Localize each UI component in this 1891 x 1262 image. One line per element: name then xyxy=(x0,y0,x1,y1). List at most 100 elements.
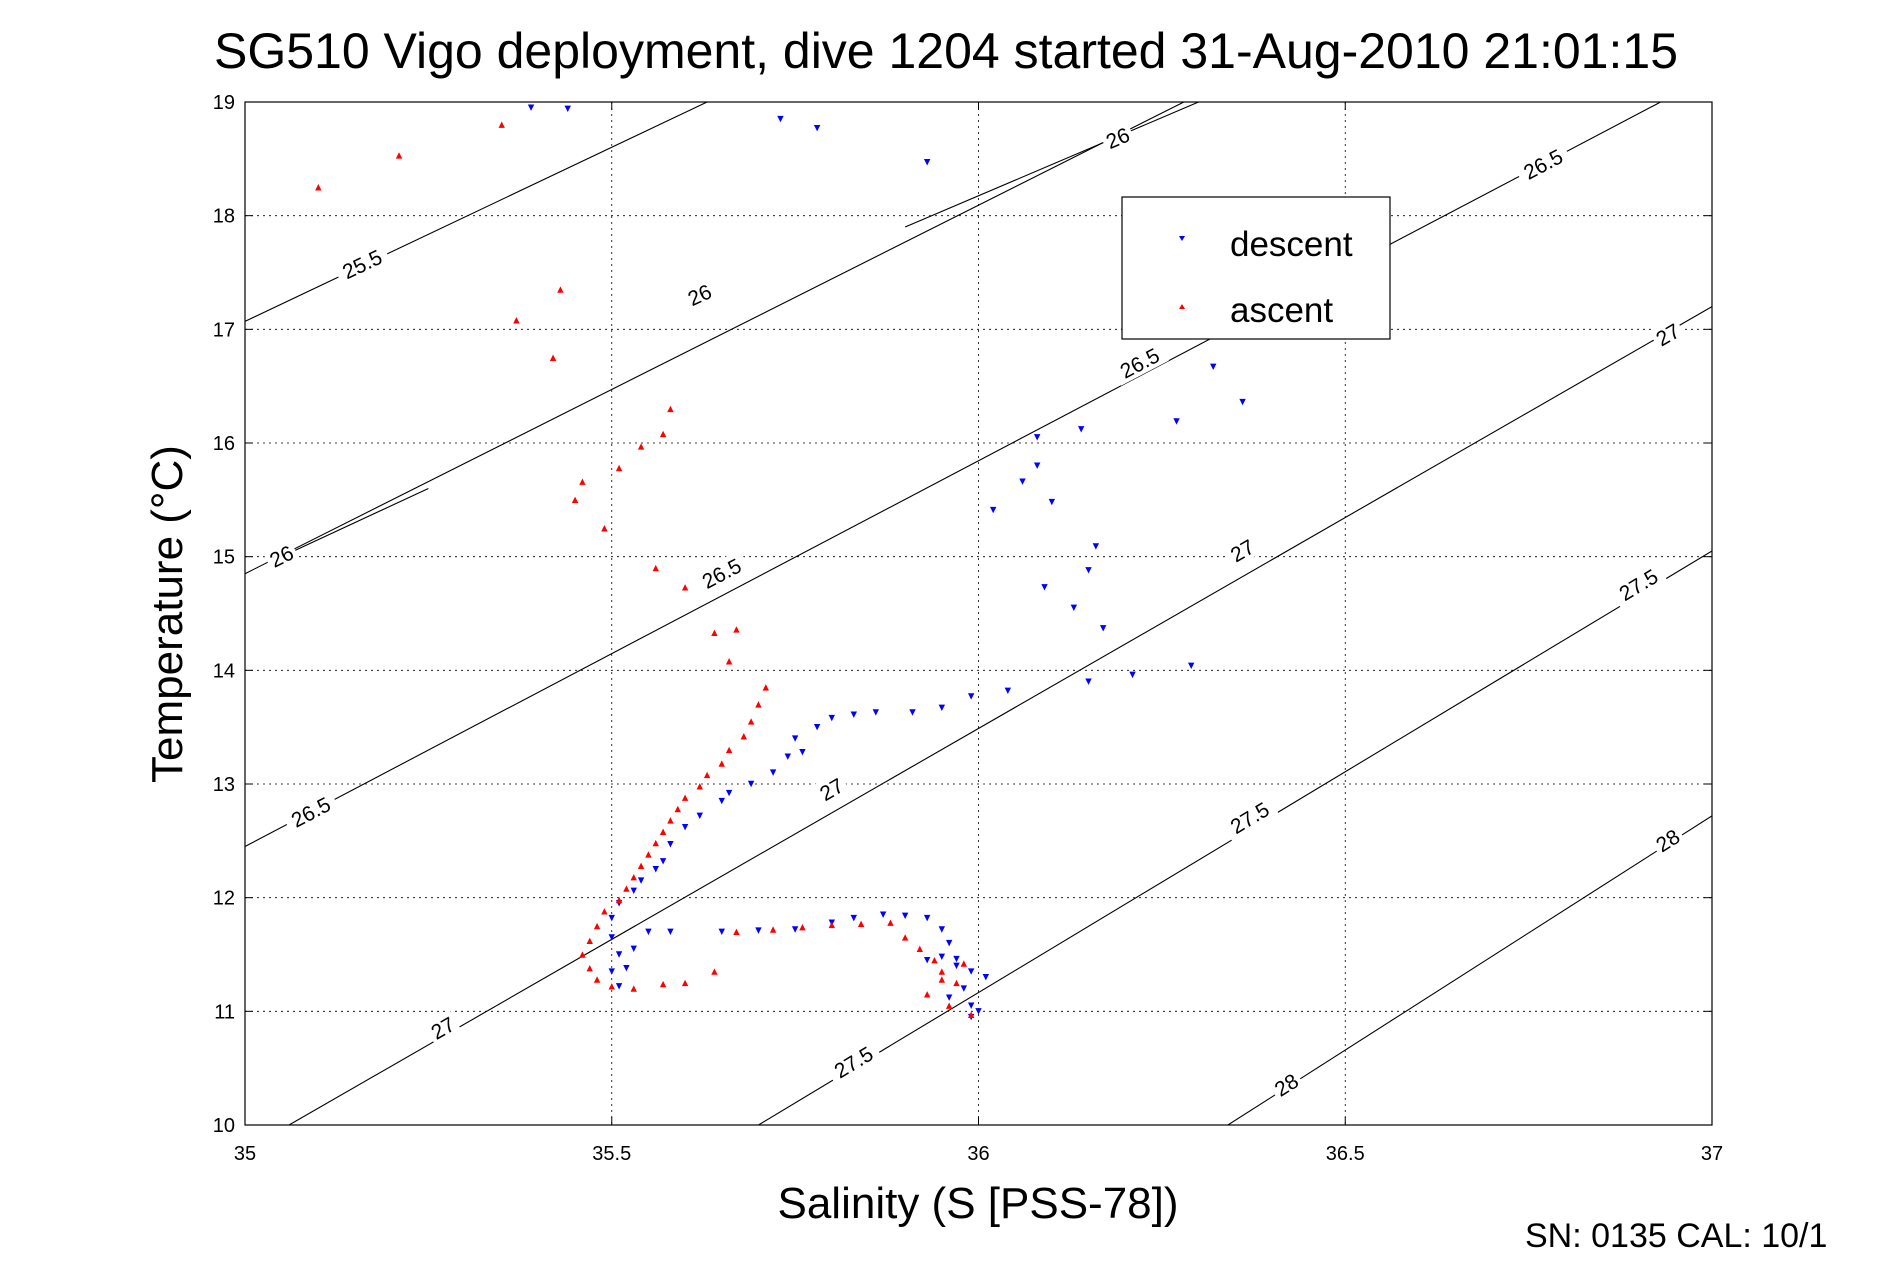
contour-label-bg xyxy=(1648,316,1687,353)
ascent-point xyxy=(967,1011,975,1018)
ascent-point xyxy=(901,934,909,941)
descent-point xyxy=(960,985,968,992)
ascent-point xyxy=(681,979,689,987)
ascent-point xyxy=(513,317,520,324)
descent-point xyxy=(989,506,997,514)
descent-point xyxy=(755,927,762,934)
ascent-point xyxy=(586,964,593,972)
ascent-point xyxy=(586,937,593,945)
y-axis-label: Temperature (°C) xyxy=(143,445,192,783)
legend-box xyxy=(1121,196,1391,340)
ascent-point xyxy=(916,945,924,953)
descent-point xyxy=(938,926,946,933)
descent-point xyxy=(967,968,975,975)
contour-label-bg xyxy=(680,277,719,312)
y-tick-label: 13 xyxy=(213,774,235,796)
ascent-point xyxy=(953,979,960,987)
descent-point xyxy=(769,769,777,776)
y-tick-label: 16 xyxy=(213,433,235,455)
ascent-point xyxy=(769,926,777,933)
descent-point xyxy=(667,928,674,935)
descent-point xyxy=(637,877,645,884)
descent-point xyxy=(1070,604,1078,612)
ascent-point xyxy=(549,354,557,361)
descent-point xyxy=(938,704,946,712)
ascent-point xyxy=(696,783,703,790)
ascent-point xyxy=(652,564,659,572)
contour-label-bg xyxy=(1648,821,1687,859)
descent-point xyxy=(828,714,835,722)
descent-point xyxy=(608,914,615,922)
ascent-point xyxy=(667,817,674,824)
ascent-point xyxy=(659,828,667,835)
descent-point xyxy=(725,789,733,797)
contour-line-25.5 xyxy=(245,102,708,322)
x-tick-label: 35.5 xyxy=(592,1143,631,1165)
descent-point xyxy=(813,124,821,132)
ascent-point xyxy=(557,286,564,293)
descent-point xyxy=(1210,363,1217,371)
ascent-point xyxy=(755,701,762,708)
ascent-point xyxy=(681,794,689,801)
contour-label-bg xyxy=(691,549,751,597)
descent-point xyxy=(945,939,953,947)
descent-point xyxy=(652,866,659,873)
descent-point xyxy=(1239,398,1246,406)
y-tick-label: 14 xyxy=(213,660,235,682)
descent-point xyxy=(564,105,571,113)
descent-point xyxy=(630,887,637,895)
ascent-point xyxy=(315,184,322,191)
ascent-point xyxy=(960,960,968,967)
legend-ascent-marker xyxy=(1179,304,1185,309)
ascent-point xyxy=(615,464,623,472)
descent-point xyxy=(608,934,615,941)
ascent-point xyxy=(652,839,659,847)
descent-point xyxy=(1188,662,1195,669)
descent-point xyxy=(1099,625,1107,632)
x-tick-label: 36.5 xyxy=(1326,1143,1365,1165)
x-axis-ticks: 35 35.5 36 36.5 37 xyxy=(234,102,1723,1165)
contour-label-bg xyxy=(812,770,851,807)
contour-label-bg xyxy=(1223,532,1262,568)
ascent-point xyxy=(593,922,601,930)
ascent-point xyxy=(579,951,586,958)
descent-point xyxy=(1033,462,1041,469)
ascent-points xyxy=(315,121,975,1018)
descent-point xyxy=(1085,678,1092,685)
contour-label-bg xyxy=(262,538,301,574)
ascent-point xyxy=(711,629,718,637)
ascent-point xyxy=(571,496,579,504)
descent-point xyxy=(879,911,887,918)
descent-point xyxy=(923,914,931,922)
ascent-point xyxy=(799,924,806,931)
descent-point xyxy=(813,723,821,731)
descent-point xyxy=(1077,426,1085,433)
descent-point xyxy=(901,912,909,920)
ascent-point xyxy=(740,733,747,740)
contour-label-bg xyxy=(1608,560,1668,609)
contour-label-bg xyxy=(423,1009,462,1046)
contour-label-bg xyxy=(281,788,341,835)
ascent-point xyxy=(718,760,725,767)
y-tick-label: 18 xyxy=(213,206,235,228)
contour-label-bg xyxy=(1220,793,1279,842)
ascent-point xyxy=(923,991,931,998)
descent-point xyxy=(975,1008,982,1015)
legend-descent-marker xyxy=(1179,236,1185,241)
ascent-point xyxy=(674,805,681,813)
descent-point xyxy=(938,953,946,960)
ascent-point xyxy=(659,980,667,988)
descent-point xyxy=(923,159,931,166)
descent-point xyxy=(1092,543,1100,550)
descent-point xyxy=(777,115,784,123)
chart-title: SG510 Vigo deployment, dive 1204 started… xyxy=(214,23,1678,79)
descent-point xyxy=(967,1002,975,1009)
descent-point xyxy=(1004,687,1012,694)
contour-label-bg xyxy=(1098,120,1136,155)
descent-point xyxy=(967,693,975,700)
ascent-point xyxy=(945,1002,953,1009)
ascent-point xyxy=(931,956,938,964)
contour-label-group: 26 xyxy=(680,277,719,312)
legend-ascent-label: ascent xyxy=(1230,291,1333,330)
descent-point xyxy=(1085,567,1092,574)
